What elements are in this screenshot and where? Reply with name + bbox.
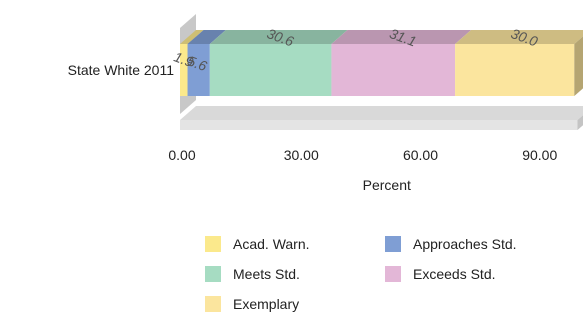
legend-label-exceeds-std: Exceeds Std.	[413, 266, 496, 282]
category-label: State White 2011	[68, 62, 175, 78]
x-tick-label: 30.00	[284, 147, 319, 163]
legend-label-approaches-std: Approaches Std.	[413, 236, 517, 252]
x-axis-title: Percent	[363, 177, 411, 193]
legend-swatch-meets-std	[205, 266, 221, 282]
legend-swatch-approaches-std	[385, 236, 401, 252]
legend-label-exemplary: Exemplary	[233, 296, 299, 312]
legend-swatch-exceeds-std	[385, 266, 401, 282]
bar-exceeds-std	[331, 44, 455, 96]
legend-swatch-acad-warn	[205, 236, 221, 252]
legend-item-exceeds-std: Exceeds Std.	[385, 264, 496, 284]
bar-exemplary	[455, 44, 574, 96]
x-tick-label: 90.00	[522, 147, 557, 163]
legend-item-approaches-std: Approaches Std.	[385, 234, 517, 254]
legend: Acad. Warn. Approaches Std. Meets Std. E…	[205, 234, 583, 326]
legend-label-meets-std: Meets Std.	[233, 266, 300, 282]
x-tick-label: 0.00	[168, 147, 195, 163]
x-tick-label: 60.00	[403, 147, 438, 163]
legend-label-acad-warn: Acad. Warn.	[233, 236, 310, 252]
legend-swatch-exemplary	[205, 296, 221, 312]
legend-item-exemplary: Exemplary	[205, 294, 299, 314]
legend-item-meets-std: Meets Std.	[205, 264, 300, 284]
floor-top	[180, 106, 583, 120]
legend-item-acad-warn: Acad. Warn.	[205, 234, 310, 254]
floor-front	[180, 120, 578, 130]
bar-meets-std	[210, 44, 332, 96]
